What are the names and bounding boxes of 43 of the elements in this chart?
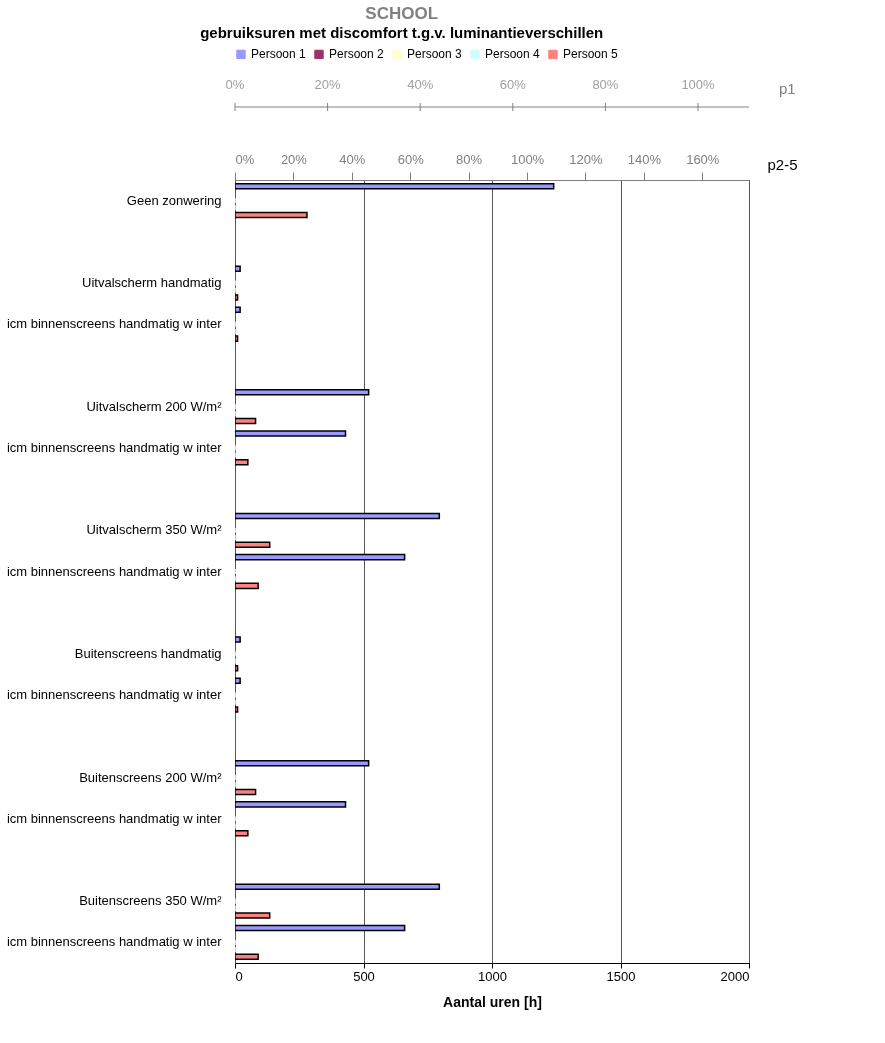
x2-tick-label: 20%: [280, 151, 308, 167]
y-tick-label: icm binnenscreens handmatig w inter: [6, 563, 223, 579]
x2-tick-label: 140%: [627, 151, 662, 167]
chart-title: SCHOOL: [365, 4, 439, 23]
text: 60%: [499, 77, 527, 92]
legend-label: Persoon 5: [563, 47, 619, 62]
text: 40%: [407, 77, 434, 92]
x-tick-label: 1000: [478, 968, 507, 984]
text: 80%: [592, 77, 619, 92]
x-tick-label: 0: [235, 968, 243, 984]
text: 20%: [314, 77, 342, 92]
x2-axis-title: p2-5: [767, 155, 798, 173]
text: p1: [779, 80, 796, 97]
x2-tick-label: 40%: [339, 151, 366, 167]
x2-tick-label: 60%: [397, 151, 425, 167]
legend-label: Persoon 1: [251, 47, 307, 62]
x-tick-label: 2000: [720, 968, 750, 984]
y-tick-label: icm binnenscreens handmatig w inter: [6, 439, 223, 455]
y-tick-label: icm binnenscreens handmatig w inter: [6, 934, 223, 950]
y-tick-label: Uitvalscherm 350 W/m²: [86, 522, 223, 538]
y-tick-label: Buitenscreens handmatig: [74, 645, 222, 661]
x2-tick-label: 80%: [456, 151, 483, 167]
chart-subtitle: gebruiksuren met discomfort t.g.v. luminantieverschillen: [200, 24, 604, 41]
legend-label: Persoon 3: [407, 47, 463, 62]
y-tick-label: icm binnenscreens handmatig w inter: [6, 316, 223, 332]
x2-tick-label: 120%: [569, 151, 604, 167]
x-tick-label: 500: [353, 968, 375, 984]
y-tick-label: Buitenscreens 350 W/m²: [79, 893, 223, 909]
text: 0%: [225, 77, 245, 92]
legend-label: Persoon 4: [485, 47, 541, 62]
y-tick-label: icm binnenscreens handmatig w inter: [6, 687, 223, 703]
y-tick-label: Uitvalscherm 200 W/m²: [86, 398, 223, 414]
legend-label: Persoon 2: [329, 47, 385, 62]
text: 100%: [681, 77, 716, 92]
y-tick-label: Geen zonwering: [126, 192, 222, 208]
x2-tick-label: 160%: [686, 151, 720, 167]
x2-tick-label: 0%: [235, 151, 255, 167]
y-tick-label: Uitvalscherm handmatig: [82, 275, 222, 291]
x-tick-label: 1500: [606, 968, 636, 984]
y-tick-label: Buitenscreens 200 W/m²: [79, 769, 223, 785]
y-tick-label: icm binnenscreens handmatig w inter: [6, 810, 223, 826]
x-axis-title: Aantal uren [h]: [443, 993, 542, 1010]
x2-tick-label: 100%: [510, 151, 545, 167]
